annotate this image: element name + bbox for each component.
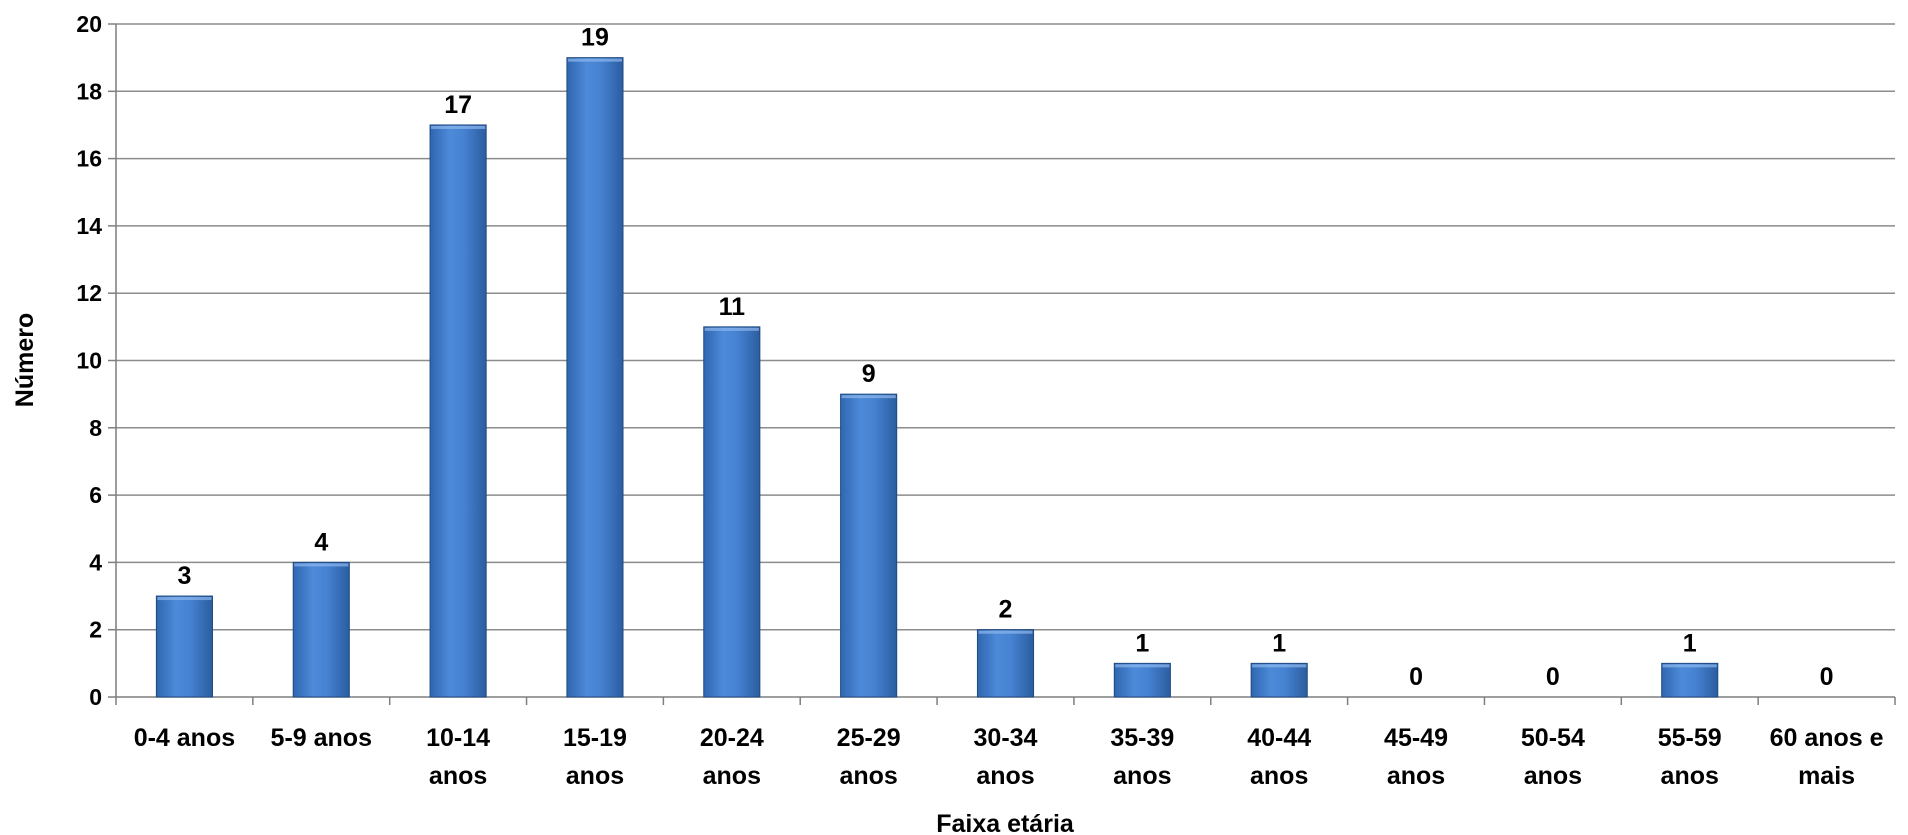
x-tick-label: anos [1661,762,1719,790]
y-tick-label: 4 [89,549,102,575]
x-axis-title: Faixa etária [936,810,1075,835]
x-tick-label: mais [1798,762,1855,790]
x-tick-label: anos [703,762,761,790]
x-tick-labels: 0-4 anos 5-9 anos 10-14 anos 15-19 anos 20-24 a… [134,724,1884,790]
bar [1113,662,1171,698]
y-tick-label: 10 [76,348,102,374]
bar [566,57,624,698]
bar [976,629,1035,698]
x-tick-label: 50-54 [1521,724,1585,752]
bar [1250,662,1308,698]
x-tick-label: anos [1113,762,1171,790]
bar-highlight [841,395,896,399]
bars [155,57,1719,698]
data-label: 0 [1546,663,1560,691]
data-label: 0 [1820,663,1834,691]
bar-highlight [294,563,349,567]
y-tick-label: 16 [76,146,102,172]
y-tick-label: 12 [76,280,102,306]
x-tick-label: anos [1524,762,1582,790]
x-tick-label: 10-14 [426,724,490,752]
x-tick-label: anos [429,762,487,790]
x-tick-label: 30-34 [974,724,1038,752]
x-tick-label: anos [1250,762,1308,790]
gridlines [116,23,1895,631]
x-tick-label: 60 anos e [1770,724,1884,752]
data-label: 3 [177,562,191,590]
y-tick-label: 18 [76,78,102,104]
x-tick-label: 45-49 [1384,724,1448,752]
bar [155,595,213,698]
bar [1661,662,1719,698]
bar-highlight [978,630,1033,634]
data-label: 11 [719,293,746,321]
x-tick-label: 40-44 [1247,724,1311,752]
x-tick-label: 0-4 anos [134,724,235,752]
data-label: 2 [999,596,1013,624]
y-tick-label: 6 [89,482,102,508]
x-tick-label: anos [1387,762,1445,790]
data-label: 9 [862,360,876,388]
x-tick-label: 20-24 [700,724,764,752]
bar-highlight [1252,664,1307,668]
bar [703,326,761,698]
data-label: 17 [444,91,472,119]
x-tick-label: 55-59 [1658,724,1722,752]
data-label: 1 [1135,629,1149,657]
y-axis-title: Número [11,313,39,407]
x-tick-label: 15-19 [563,724,627,752]
bar [292,561,350,698]
y-tick-label: 0 [89,684,102,710]
y-tick-label: 20 [76,11,102,37]
bar-highlight [431,125,486,129]
data-label: 4 [314,528,328,556]
bar [840,393,898,698]
data-label: 1 [1683,629,1697,657]
bar-highlight [704,327,759,331]
x-tick-label: anos [976,762,1034,790]
data-label: 1 [1272,629,1286,657]
data-label: 0 [1409,663,1423,691]
bar-highlight [1662,664,1717,668]
x-tick-label: 5-9 anos [271,724,372,752]
y-tick-label: 2 [89,617,102,643]
bar-highlight [1115,664,1170,668]
y-tick-label: 14 [76,213,102,239]
x-tick-label: 25-29 [837,724,901,752]
y-tick-labels: 0 2 4 6 8 10 12 14 16 18 20 [76,11,102,710]
x-tick-label: 35-39 [1110,724,1174,752]
bar-highlight [157,597,212,601]
x-tick-label: anos [839,762,897,790]
data-label: 19 [581,24,609,52]
y-tick-label: 8 [89,415,102,441]
x-tick-label: anos [566,762,624,790]
bar [429,124,487,698]
bar-highlight [567,58,623,62]
